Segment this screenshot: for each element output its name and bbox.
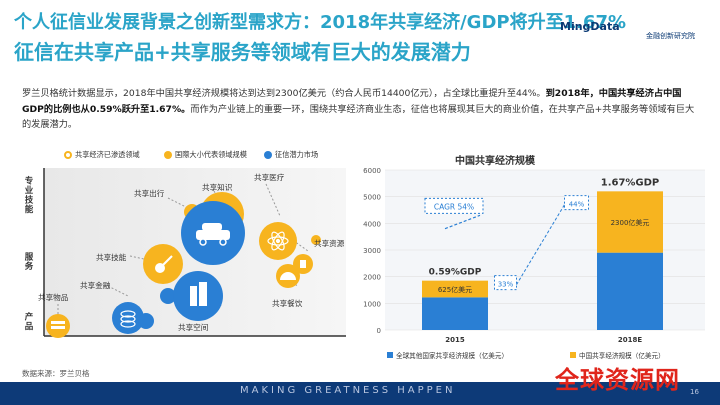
building-icon xyxy=(190,282,207,306)
gdp-label-2018: 1.67%GDP xyxy=(601,177,660,188)
brand-logo-sub: 金融创新研究院 xyxy=(646,32,695,40)
intro-paragraph: 罗兰贝格统计数据显示，2018年中国共享经济规模将达到达到2300亿美元（约合人… xyxy=(22,86,702,133)
y-label-product: 产品 xyxy=(23,312,33,331)
bar-chart: 0 1000 2000 3000 4000 5000 6000 2015 2018E 625亿美元… xyxy=(363,167,705,360)
data-label-2018: 2300亿美元 xyxy=(611,218,650,227)
para-text-1: 罗兰贝格统计数据显示，2018年中国共享经济规模将达到达到2300亿美元（约合人… xyxy=(22,88,546,99)
share-box-2015 xyxy=(494,275,517,291)
atom-icon xyxy=(267,231,289,251)
watermark: 全球资源网 xyxy=(555,366,680,394)
para-text-2: 而作为产业链上的重要一环，围绕共享经济商业生态，征信也将展现其巨大的商业价值，在… xyxy=(22,103,695,131)
brand-logo: MingData xyxy=(560,20,620,33)
data-label-2015: 625亿美元 xyxy=(438,285,472,294)
bubble-share-finance-small xyxy=(138,313,154,329)
legend-dot-icon xyxy=(264,151,272,159)
y-tick-label: 6000 xyxy=(363,167,381,175)
share-arrow xyxy=(516,204,565,285)
y-tick-label: 1000 xyxy=(363,300,381,308)
page-number: 16 xyxy=(690,388,699,396)
bubble-share-finance xyxy=(112,302,144,334)
legend-dot-icon xyxy=(164,151,172,159)
car-icon xyxy=(196,223,230,246)
para-bold: 到2018年，中国共享经济占中国GDP的比例也从0.59%跃升至1.67%。 xyxy=(22,88,682,115)
bar-global-2015 xyxy=(422,297,488,330)
gdp-label-2015: 0.59%GDP xyxy=(429,268,482,278)
bubble-chart xyxy=(43,168,346,338)
share-label-2018: 44% xyxy=(569,201,585,209)
label-share-medical: 共享医疗 xyxy=(254,173,285,182)
bubble-share-space xyxy=(173,271,223,321)
coins-icon xyxy=(120,310,136,328)
footer-bar xyxy=(0,382,720,405)
legend-label: 共享经济已渗透领域 xyxy=(75,150,140,159)
guitar-icon xyxy=(155,255,173,273)
data-source: 数据来源：罗兰贝格 xyxy=(22,369,90,378)
share-box-2018 xyxy=(564,195,589,211)
bar-global-2018E xyxy=(597,252,663,330)
y-tick-label: 0 xyxy=(377,327,381,335)
legend-swatch xyxy=(570,352,576,358)
legend-swatch xyxy=(387,352,393,358)
label-share-food: 共享餐饮 xyxy=(272,299,303,308)
legend-credit: 征信潜力市场 xyxy=(264,150,318,160)
label-share-finance: 共享金融 xyxy=(80,281,111,290)
label-share-resource: 共享资源 xyxy=(314,239,345,248)
y-tick-label: 2000 xyxy=(363,274,381,282)
slide-title: 个人征信业发展背景之创新型需求方：2018年共享经济/GDP将升至1.67% xyxy=(14,12,627,33)
legend-label: 全球其他国家共享经济规模（亿美元） xyxy=(396,351,508,360)
legend-ring-icon xyxy=(64,151,72,159)
bubble-panel: 共享经济已渗透领域 国際大小代表领域规模 征信潜力市场 专业技能 服务 产品 共… xyxy=(18,146,348,364)
x-tick-label: 2018E xyxy=(618,336,642,344)
y-label-service: 服务 xyxy=(23,252,33,271)
bar-china-2018E xyxy=(597,191,663,253)
legend-size: 国際大小代表领域规模 xyxy=(164,150,247,160)
legend-label: 中国共享经济规模（亿美元） xyxy=(579,351,665,360)
label-share-goods: 共享物品 xyxy=(38,293,69,302)
books-icon xyxy=(51,321,65,329)
x-tick-label: 2015 xyxy=(445,336,465,344)
medical-icon xyxy=(300,260,306,268)
label-share-ride: 共享出行 xyxy=(134,189,165,198)
bubble-share-space-small xyxy=(160,288,176,304)
bubble-share-medical-small xyxy=(311,235,321,245)
share-label-2015: 33% xyxy=(498,281,514,289)
y-tick-label: 4000 xyxy=(363,220,381,228)
y-tick-label: 5000 xyxy=(363,194,381,202)
label-share-space: 共享空间 xyxy=(178,323,209,332)
legend-label: 国際大小代表领域规模 xyxy=(175,150,247,159)
footer-slogan: MAKING GREATNESS HAPPEN xyxy=(240,385,456,396)
legend-label: 征信潜力市场 xyxy=(275,150,319,159)
label-share-skill: 共享技能 xyxy=(96,253,127,262)
y-label-skill: 专业技能 xyxy=(23,176,33,214)
cagr-arrow xyxy=(444,214,481,230)
y-tick-label: 3000 xyxy=(363,247,381,255)
bar-china-2015 xyxy=(422,280,488,298)
cagr-box xyxy=(424,197,484,214)
chart-title: 中国共享经济规模 xyxy=(455,156,535,167)
legend-penetrated: 共享经济已渗透领域 xyxy=(64,150,140,160)
label-share-knowledge: 共享知识 xyxy=(202,183,233,192)
food-icon xyxy=(280,272,296,280)
slide-subtitle: 征信在共享产品+共享服务等领域有巨大的发展潜力 xyxy=(14,40,471,64)
cagr-label: CAGR 54% xyxy=(434,202,474,211)
